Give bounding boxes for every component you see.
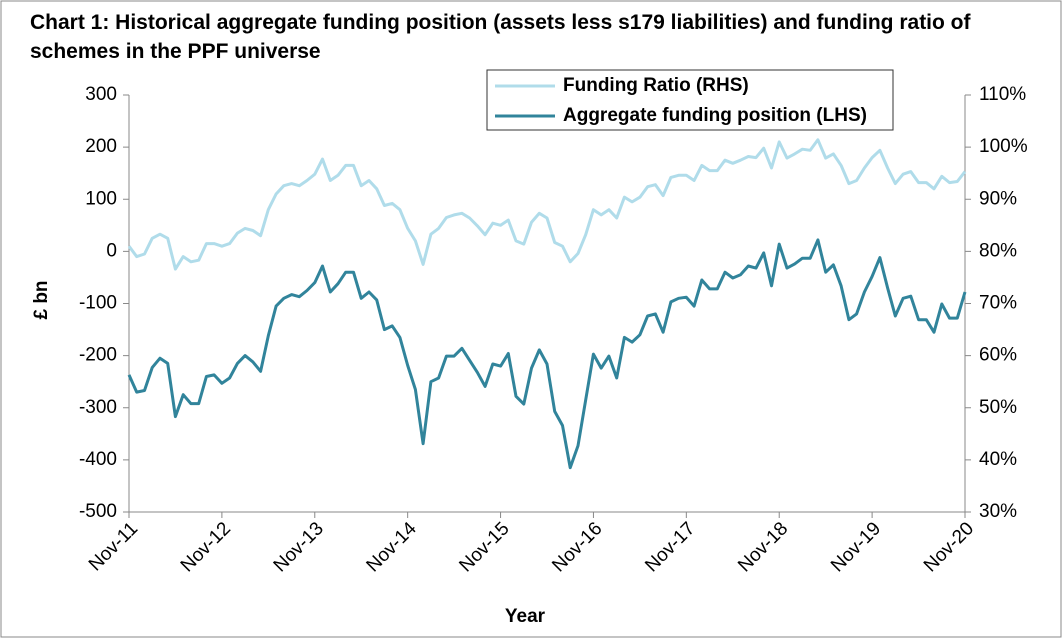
- y2-tick-label: 90%: [979, 188, 1017, 209]
- chart-title: Chart 1: Historical aggregate funding po…: [30, 11, 971, 63]
- y2-tick-label: 30%: [979, 501, 1017, 522]
- y-axis-label: £ bn: [31, 280, 52, 319]
- y2-tick-label: 110%: [979, 84, 1026, 105]
- y-tick-label: -500: [79, 501, 117, 522]
- y2-tick-label: 50%: [979, 397, 1017, 418]
- y-tick-label: -400: [79, 449, 117, 470]
- series-line: [127, 238, 967, 470]
- y-tick-label: -300: [79, 397, 117, 418]
- y2-tick-label: 60%: [979, 345, 1017, 366]
- title-box: Chart 1: Historical aggregate funding po…: [30, 11, 971, 63]
- y-tick-label: -100: [79, 293, 117, 314]
- y-tick-label: 0: [106, 240, 117, 261]
- y-tick-label: 200: [85, 136, 117, 157]
- legend: [486, 69, 894, 131]
- legend-label: Aggregate funding position (LHS): [563, 105, 867, 126]
- y2-tick-label: 100%: [979, 136, 1028, 157]
- x-axis-label: Year: [505, 606, 546, 627]
- legend-label: Funding Ratio (RHS): [563, 75, 749, 96]
- y-tick-label: 100: [85, 188, 117, 209]
- y-tick-label: -200: [79, 345, 117, 366]
- y-tick-label: 300: [85, 84, 117, 105]
- series-line: [127, 138, 967, 271]
- y2-tick-label: 40%: [979, 449, 1017, 470]
- y2-tick-label: 80%: [979, 240, 1017, 261]
- y2-tick-label: 70%: [979, 293, 1017, 314]
